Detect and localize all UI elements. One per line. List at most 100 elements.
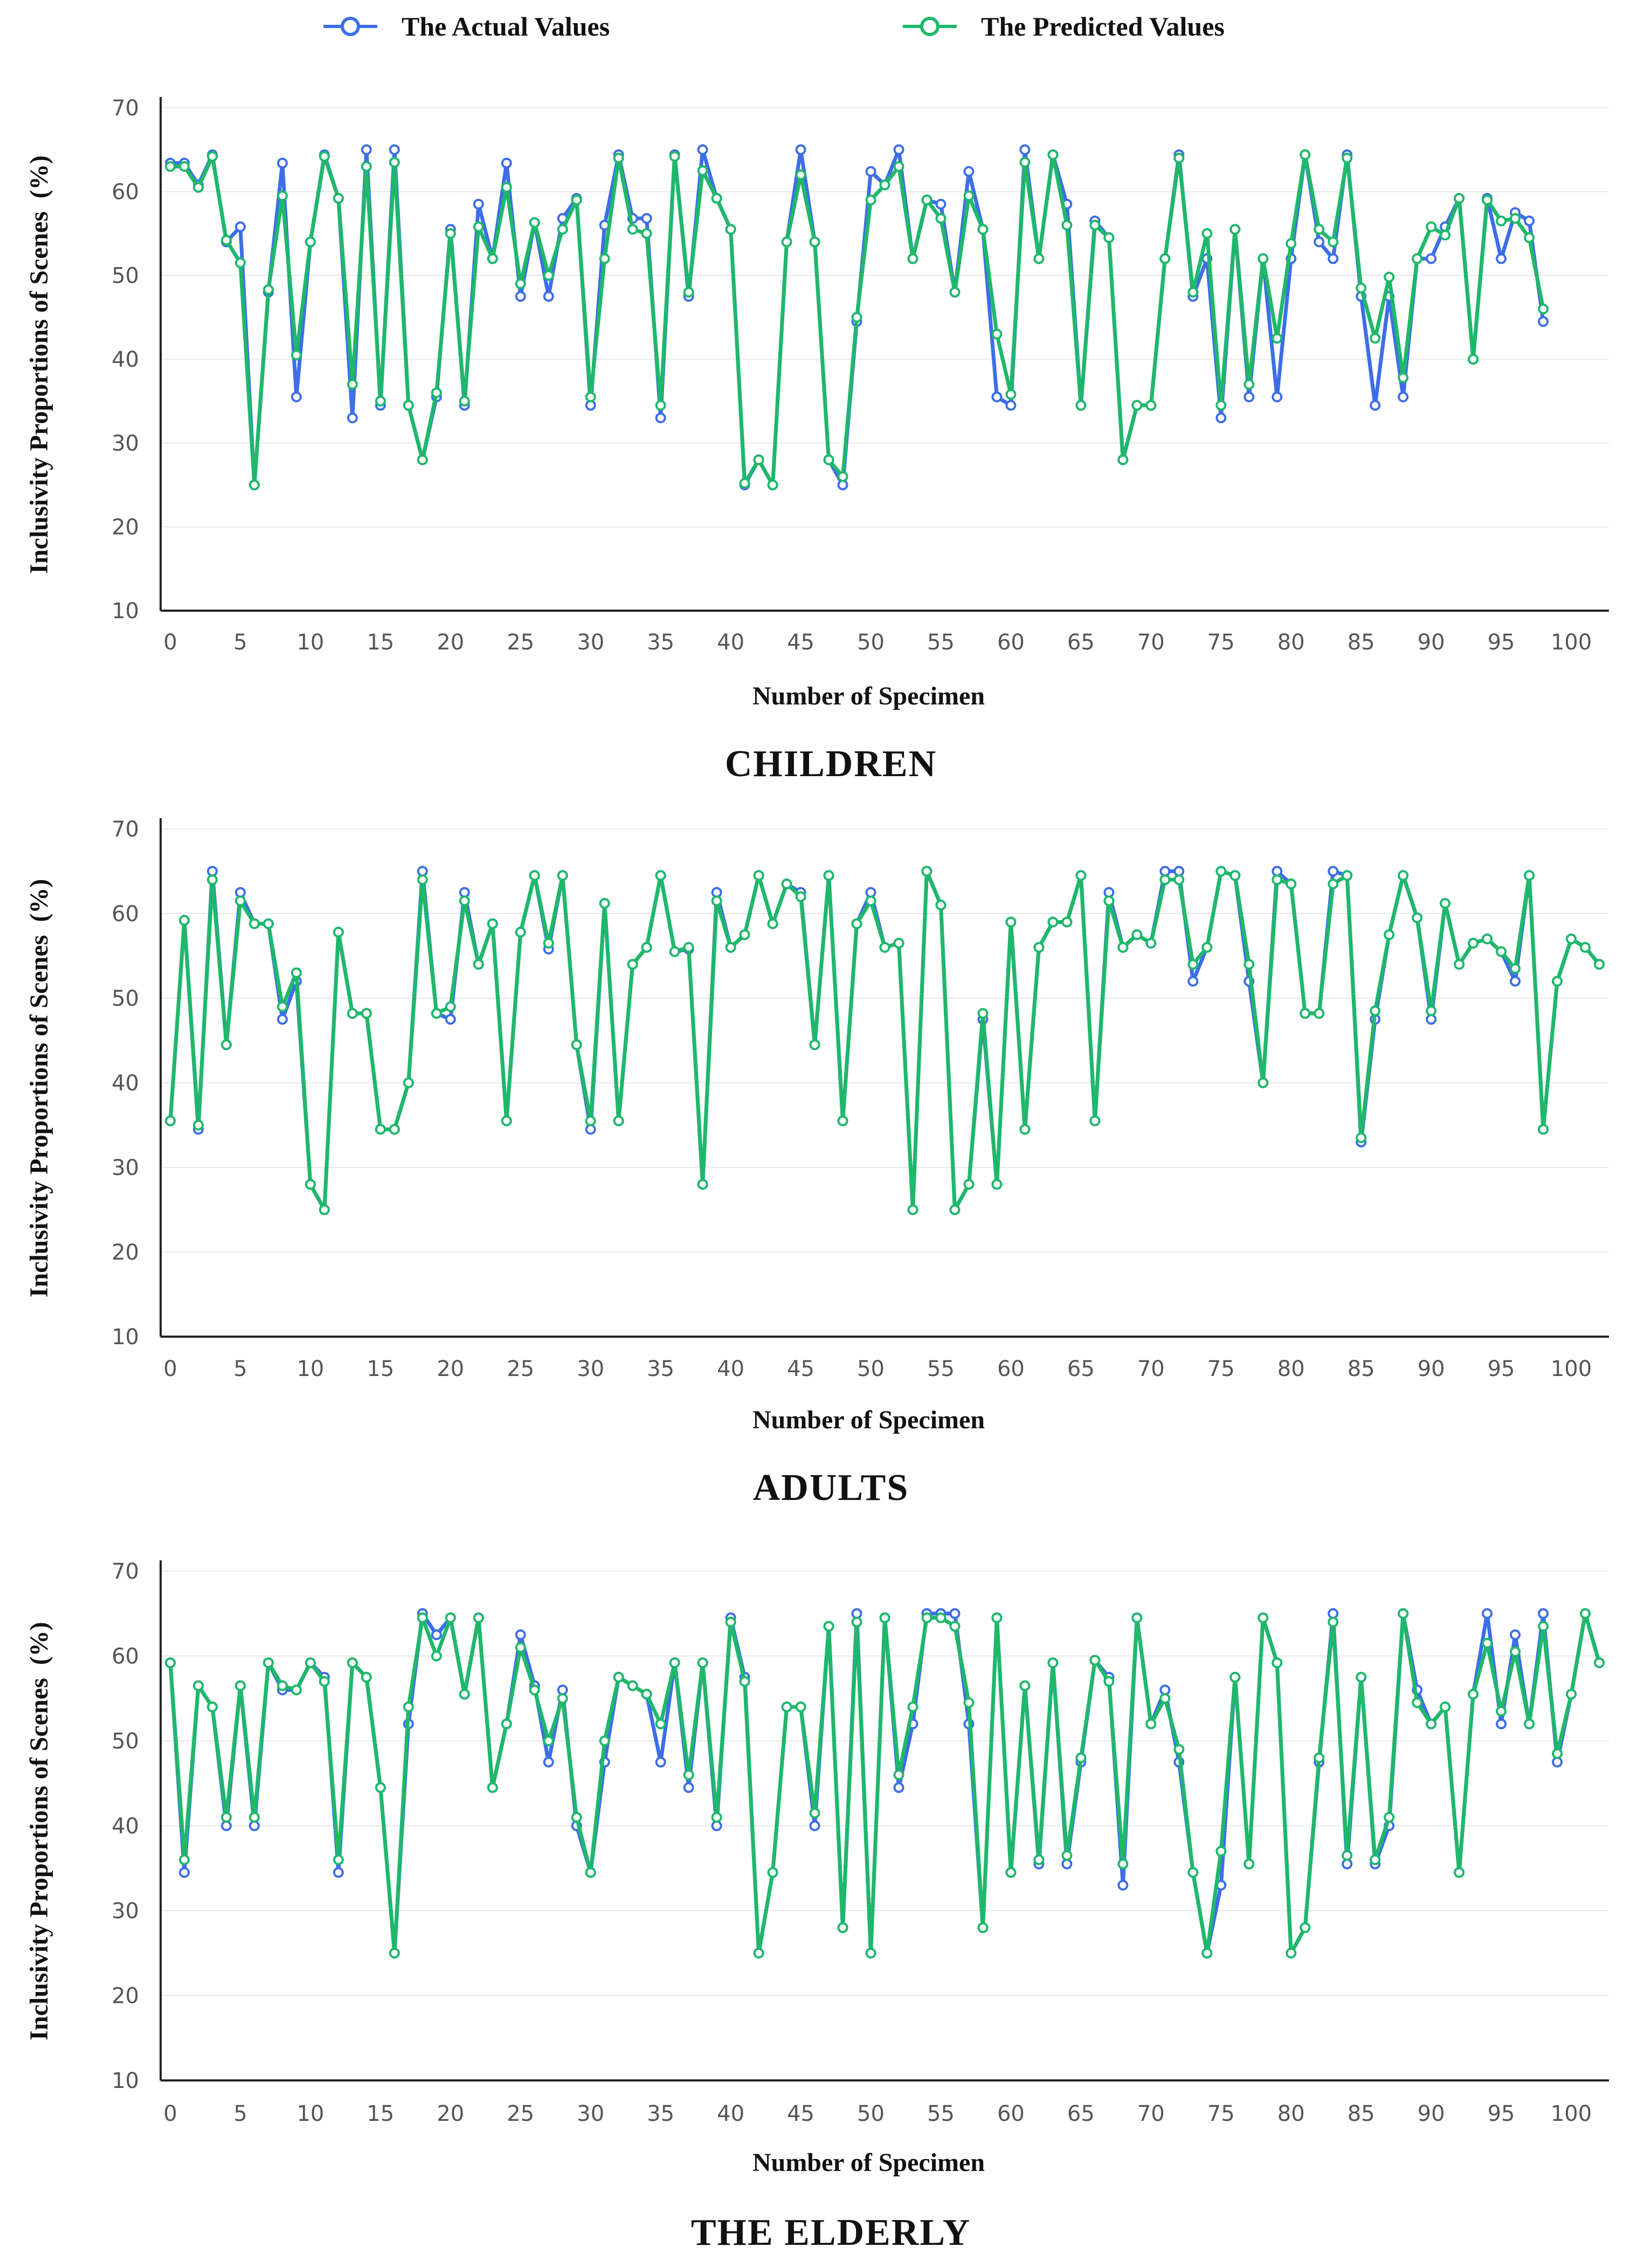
data-point-predicted bbox=[613, 1115, 624, 1126]
data-point-predicted bbox=[487, 918, 498, 929]
data-point-predicted bbox=[1117, 942, 1129, 953]
chart-title: ADULTS bbox=[753, 1467, 909, 1509]
data-point-predicted bbox=[893, 937, 904, 949]
data-point-predicted bbox=[1286, 879, 1297, 890]
data-point-actual bbox=[543, 291, 554, 302]
data-point-actual bbox=[557, 1684, 568, 1696]
data-point-predicted bbox=[1061, 1850, 1073, 1861]
data-point-actual bbox=[431, 1629, 442, 1641]
data-point-predicted bbox=[192, 1680, 204, 1691]
data-point-predicted bbox=[487, 253, 498, 264]
data-point-predicted bbox=[1075, 400, 1087, 411]
data-point-predicted bbox=[823, 1621, 834, 1632]
data-point-actual bbox=[501, 157, 512, 169]
x-tick-label: 30 bbox=[577, 2101, 604, 2126]
data-point-predicted bbox=[1594, 1657, 1605, 1669]
data-point-predicted bbox=[1328, 1616, 1339, 1628]
data-point-predicted bbox=[725, 1616, 736, 1628]
data-point-predicted bbox=[921, 1612, 932, 1623]
data-point-predicted bbox=[431, 387, 442, 398]
x-tick-label: 55 bbox=[927, 1357, 955, 1381]
data-point-actual bbox=[851, 1608, 862, 1619]
data-point-predicted bbox=[1047, 149, 1059, 161]
data-point-predicted bbox=[641, 942, 652, 953]
data-point-actual bbox=[515, 291, 526, 302]
data-point-predicted bbox=[1566, 1689, 1577, 1700]
data-point-predicted bbox=[1033, 253, 1045, 264]
data-point-predicted bbox=[1580, 1608, 1591, 1619]
data-point-predicted bbox=[1440, 898, 1451, 909]
data-point-predicted bbox=[1019, 157, 1031, 168]
data-point-predicted bbox=[1426, 1718, 1437, 1730]
series-predicted bbox=[165, 149, 1549, 490]
data-point-predicted bbox=[1215, 1845, 1227, 1857]
data-point-predicted bbox=[1398, 1608, 1409, 1619]
data-point-predicted bbox=[557, 1693, 568, 1704]
data-point-predicted bbox=[977, 1008, 989, 1019]
data-point-predicted bbox=[515, 926, 526, 938]
data-point-actual bbox=[1426, 1014, 1437, 1025]
x-tick-label: 90 bbox=[1418, 630, 1445, 655]
data-point-predicted bbox=[403, 1077, 414, 1088]
x-tick-label: 50 bbox=[857, 2101, 885, 2126]
data-point-predicted bbox=[1524, 1718, 1535, 1730]
y-tick-label: 30 bbox=[112, 1156, 139, 1180]
data-point-predicted bbox=[403, 1702, 414, 1712]
data-point-predicted bbox=[1075, 1752, 1087, 1764]
data-point-predicted bbox=[1566, 934, 1577, 945]
data-point-predicted bbox=[1159, 874, 1171, 886]
data-point-actual bbox=[683, 1782, 694, 1793]
data-point-predicted bbox=[837, 471, 848, 482]
series-line-actual bbox=[168, 869, 1601, 1212]
data-point-predicted bbox=[234, 1680, 246, 1691]
data-point-predicted bbox=[991, 1612, 1003, 1623]
data-point-predicted bbox=[1286, 238, 1297, 249]
data-point-predicted bbox=[781, 1702, 792, 1712]
data-point-predicted bbox=[473, 1612, 484, 1623]
data-point-actual bbox=[893, 144, 904, 155]
y-tick-label: 40 bbox=[112, 348, 139, 372]
data-point-actual bbox=[1426, 253, 1437, 264]
data-point-predicted bbox=[1538, 303, 1549, 315]
data-point-predicted bbox=[893, 1769, 904, 1780]
data-point-predicted bbox=[389, 157, 400, 168]
x-tick-label: 30 bbox=[577, 630, 604, 655]
series-actual bbox=[165, 866, 1605, 1215]
x-tick-label: 20 bbox=[437, 2101, 464, 2126]
x-tick-label: 55 bbox=[927, 2101, 955, 2126]
data-point-predicted bbox=[206, 151, 218, 162]
data-point-predicted bbox=[263, 918, 274, 929]
data-point-predicted bbox=[417, 1612, 428, 1623]
data-point-predicted bbox=[879, 942, 890, 953]
x-tick-label: 80 bbox=[1277, 630, 1305, 655]
data-point-actual bbox=[1398, 391, 1409, 403]
data-point-predicted bbox=[1552, 1748, 1563, 1759]
data-point-actual bbox=[417, 866, 428, 877]
x-tick-label: 65 bbox=[1067, 1357, 1095, 1381]
data-point-actual bbox=[1215, 412, 1227, 424]
data-point-predicted bbox=[739, 478, 750, 489]
data-point-predicted bbox=[1468, 937, 1479, 949]
y-tick-label: 60 bbox=[112, 902, 139, 926]
data-point-predicted bbox=[949, 287, 961, 298]
data-point-predicted bbox=[1131, 1612, 1143, 1623]
data-point-actual bbox=[1272, 391, 1283, 403]
data-point-predicted bbox=[1272, 333, 1283, 344]
series-line-predicted bbox=[168, 869, 1601, 1212]
data-point-predicted bbox=[1201, 228, 1213, 239]
data-point-actual bbox=[865, 166, 876, 177]
data-point-predicted bbox=[1075, 870, 1087, 881]
data-point-predicted bbox=[305, 1179, 316, 1190]
data-point-predicted bbox=[234, 257, 246, 268]
data-point-predicted bbox=[1019, 1680, 1031, 1691]
data-point-predicted bbox=[206, 874, 218, 886]
x-tick-label: 80 bbox=[1277, 2101, 1305, 2126]
data-point-predicted bbox=[739, 929, 750, 941]
x-tick-label: 65 bbox=[1067, 2101, 1095, 2126]
x-tick-label: 10 bbox=[296, 1357, 324, 1381]
data-point-predicted bbox=[949, 1621, 961, 1632]
data-point-predicted bbox=[683, 287, 694, 298]
y-tick-label: 10 bbox=[112, 2069, 139, 2093]
data-point-actual bbox=[1510, 976, 1521, 987]
y-tick-label: 20 bbox=[112, 1240, 139, 1265]
